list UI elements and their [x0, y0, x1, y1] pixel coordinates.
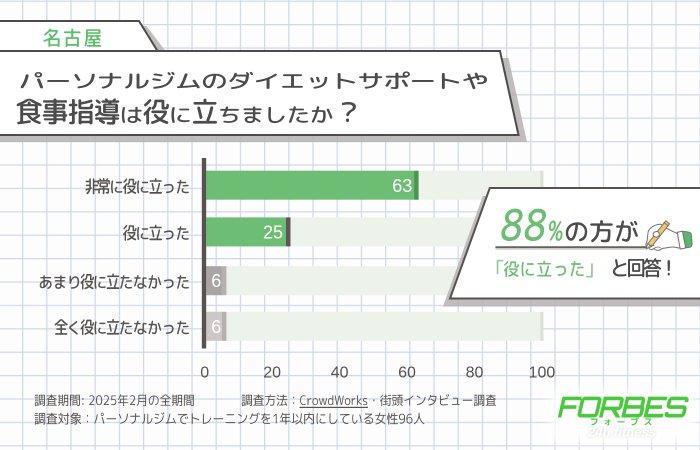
- svg-text:24h fitness: 24h fitness: [587, 424, 656, 439]
- svg-text:6: 6: [211, 271, 221, 291]
- svg-text:6: 6: [211, 317, 221, 337]
- svg-text:20: 20: [263, 364, 281, 381]
- svg-text:60: 60: [398, 364, 416, 381]
- svg-text:25: 25: [263, 223, 283, 243]
- svg-text:100: 100: [529, 364, 556, 381]
- svg-text:40: 40: [331, 364, 349, 381]
- svg-text:63: 63: [392, 176, 412, 196]
- svg-text:24h fitness: 24h fitness: [587, 424, 656, 439]
- svg-text:0: 0: [200, 364, 209, 381]
- svg-text:80: 80: [466, 364, 484, 381]
